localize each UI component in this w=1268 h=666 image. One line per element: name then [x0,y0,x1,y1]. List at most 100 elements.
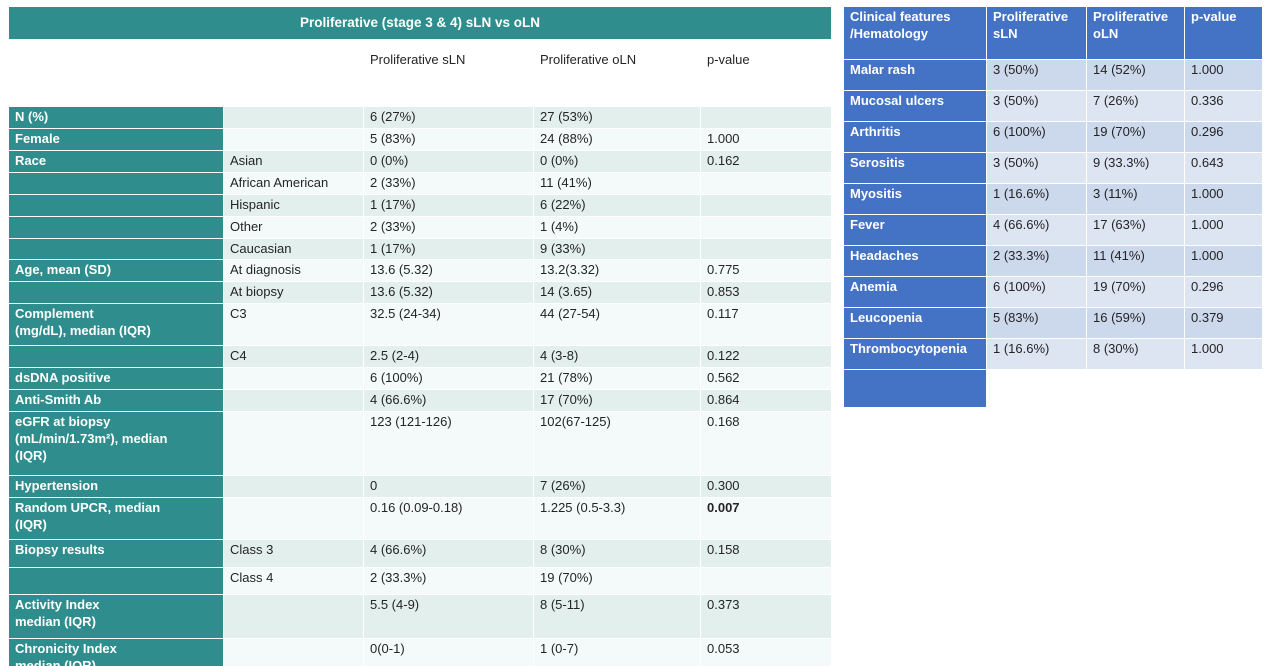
table-row: eGFR at biopsy (mL/min/1.73m²), median (… [8,411,833,477]
table-row: Anemia 6 (100%) 19 (70%) 0.296 [843,276,1263,308]
factor-cell: Biopsy results [8,538,224,568]
table-row: Biopsy results Class 3 4 (66.6%) 8 (30%)… [8,538,833,568]
pvalue-cell: 0.643 [1184,152,1263,184]
col-header-empty [223,39,364,107]
sln-value-cell: 6 (100%) [986,276,1087,308]
table-row: African American 2 (33%) 11 (41%) [8,171,833,195]
pvalue-cell: 0.300 [699,475,833,498]
table-row: dsDNA positive 6 (100%) 21 (78%) 0.562 [8,367,833,391]
pvalue-cell: 0.336 [1184,90,1263,122]
sln-value-cell: 3 (50%) [986,90,1087,122]
pvalue-cell: 1.000 [1184,183,1263,215]
pvalue-cell [699,237,833,261]
sln-value-cell: 0(0-1) [363,637,534,666]
feature-cell-empty [843,369,987,408]
pvalue-cell: 0.168 [699,411,833,477]
oln-value-cell: 27 (53%) [533,106,701,129]
feature-cell: Malar rash [843,59,987,91]
table-row: N (%) 6 (27%) 27 (53%) [8,106,833,129]
oln-value-cell: 19 (70%) [1086,276,1185,308]
sln-value-cell: 3 (50%) [986,59,1087,91]
pvalue-cell: 1.000 [1184,245,1263,277]
oln-value-cell: 21 (78%) [533,367,701,391]
oln-value-cell: 14 (3.65) [533,281,701,305]
sln-value-cell: 6 (100%) [986,121,1087,153]
table-row: Anti-Smith Ab 4 (66.6%) 17 (70%) 0.864 [8,389,833,413]
pvalue-cell [699,566,833,595]
pvalue-cell [699,215,833,239]
pvalue-cell: 0.296 [1184,276,1263,308]
oln-value-cell: 9 (33.3%) [1086,152,1185,184]
subcategory-cell: African American [223,171,364,195]
factor-cell: Chronicity Index median (IQR) [8,637,224,666]
factor-cell: dsDNA positive [8,367,224,391]
sln-value-cell: 2 (33%) [363,171,534,195]
sln-value-cell: 3 (50%) [986,152,1087,184]
sln-value-cell: 5 (83%) [986,307,1087,339]
oln-value-cell: 3 (11%) [1086,183,1185,215]
oln-value-cell: 4 (3-8) [533,345,701,369]
oln-value-cell: 13.2(3.32) [533,259,701,283]
factor-cell: Age, mean (SD) [8,259,224,283]
oln-value-cell: 44 (27-54) [533,303,701,347]
pvalue-cell: 1.000 [1184,338,1263,370]
sln-value-cell: 13.6 (5.32) [363,259,534,283]
subcategory-cell [223,389,364,413]
feature-cell: Mucosal ulcers [843,90,987,122]
pvalue-cell [699,171,833,195]
oln-value-cell: 8 (30%) [533,538,701,568]
sln-value-cell: 2 (33.3%) [363,566,534,595]
col-header-oln: Proliferative oLN [533,39,701,107]
table-row: At biopsy 13.6 (5.32) 14 (3.65) 0.853 [8,281,833,305]
oln-value-cell: 11 (41%) [533,171,701,195]
pvalue-cell: 0.864 [699,389,833,413]
table-row: Other 2 (33%) 1 (4%) [8,215,833,239]
pvalue-cell: 0.053 [699,637,833,666]
sln-value-cell: 2.5 (2-4) [363,345,534,369]
sln-value-cell: 6 (27%) [363,106,534,129]
col-header-sln: Proliferative sLN [363,39,534,107]
feature-cell: Thrombocytopenia [843,338,987,370]
pvalue-cell: 0.007 [699,496,833,540]
left-table-title: Proliferative (stage 3 & 4) sLN vs oLN [7,6,833,40]
column-header-row: Clinical features /Hematology Proliferat… [843,6,1263,60]
oln-value-cell: 17 (70%) [533,389,701,413]
subcategory-cell: Other [223,215,364,239]
subcategory-cell [223,128,364,151]
table-row: Malar rash 3 (50%) 14 (52%) 1.000 [843,59,1263,91]
table-row: Myositis 1 (16.6%) 3 (11%) 1.000 [843,183,1263,215]
sln-value-cell: 0 (0%) [363,150,534,173]
table-row: Headaches 2 (33.3%) 11 (41%) 1.000 [843,245,1263,277]
proliferative-comparison-table: Proliferative (stage 3 & 4) sLN vs oLN F… [7,6,833,666]
pvalue-cell: 0.158 [699,538,833,568]
clinical-features-table: Clinical features /Hematology Proliferat… [843,6,1263,408]
table-row: Fever 4 (66.6%) 17 (63%) 1.000 [843,214,1263,246]
empty-cell [1184,369,1263,408]
subcategory-cell [223,496,364,540]
pvalue-cell: 1.000 [1184,59,1263,91]
pvalue-cell: 0.117 [699,303,833,347]
table-row: Caucasian 1 (17%) 9 (33%) [8,237,833,261]
sln-value-cell: 4 (66.6%) [363,538,534,568]
factor-cell: Female [8,128,224,151]
oln-value-cell: 0 (0%) [533,150,701,173]
factor-cell [8,281,224,305]
pvalue-cell: 0.562 [699,367,833,391]
col-header-pvalue: p-value [1184,6,1263,60]
feature-cell: Myositis [843,183,987,215]
factor-cell: Race [8,150,224,173]
table-row: Thrombocytopenia 1 (16.6%) 8 (30%) 1.000 [843,338,1263,370]
pvalue-cell: 1.000 [699,128,833,151]
sln-value-cell: 5 (83%) [363,128,534,151]
sln-value-cell: 1 (17%) [363,193,534,217]
table-row: Mucosal ulcers 3 (50%) 7 (26%) 0.336 [843,90,1263,122]
sln-value-cell: 1 (16.6%) [986,338,1087,370]
subcategory-cell [223,637,364,666]
pvalue-cell: 0.373 [699,593,833,639]
pvalue-cell: 0.162 [699,150,833,173]
sln-value-cell: 0.16 (0.09-0.18) [363,496,534,540]
factor-cell [8,193,224,217]
feature-cell: Headaches [843,245,987,277]
factor-cell: N (%) [8,106,224,129]
factor-cell [8,215,224,239]
